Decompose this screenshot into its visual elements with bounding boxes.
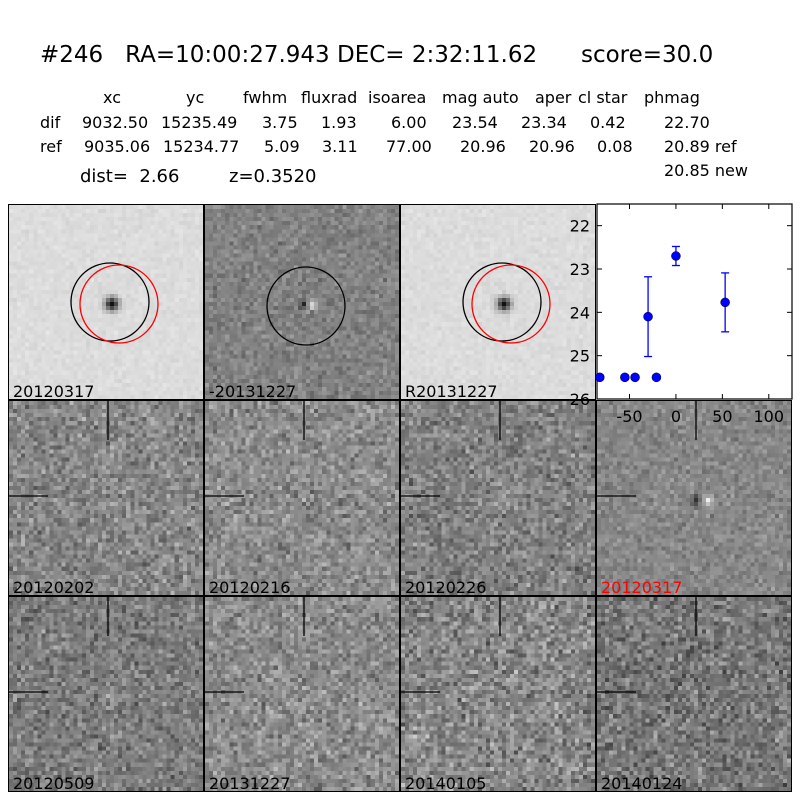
detection-circle — [79, 264, 159, 344]
data-point — [620, 372, 630, 383]
table-cell: 15235.49 — [161, 113, 238, 132]
y-tick-label: 23 — [570, 260, 590, 279]
reference-circle — [266, 266, 346, 346]
x-tick-label: 100 — [754, 407, 785, 426]
data-point — [630, 372, 640, 383]
column-header: mag auto — [442, 88, 519, 107]
table-cell: 20.96 — [529, 137, 575, 156]
cutout-date-label: 20120509 — [13, 774, 95, 792]
column-header: cl star — [578, 88, 628, 107]
y-tick-label: 24 — [570, 303, 590, 322]
cutout-panel: -20131227 — [204, 204, 400, 400]
column-header: fluxrad — [301, 88, 358, 107]
redshift-value: z=0.3520 — [229, 166, 317, 187]
cutout-image — [9, 205, 203, 399]
cutout-date-label: 20131227 — [209, 774, 291, 792]
table-cell: 15234.77 — [163, 137, 240, 156]
cutout-date-label: 20120317 — [13, 382, 95, 400]
table-cell: 77.00 — [386, 137, 432, 156]
cutout-panel: 20120509 — [8, 596, 204, 792]
cutout-image — [401, 205, 595, 399]
detection-circle — [471, 264, 551, 344]
table-cell: 1.93 — [321, 113, 357, 132]
phmag-new: 20.85 new — [664, 161, 748, 180]
row-label: dif — [40, 113, 61, 132]
cutout-image — [401, 597, 595, 791]
cutout-panel: 20131227 — [204, 596, 400, 792]
x-tick-label: 50 — [712, 407, 732, 426]
cutout-image — [9, 401, 203, 595]
x-tick-label: 0 — [671, 407, 681, 426]
data-point — [720, 297, 730, 308]
cutout-panel: 20120226 — [400, 400, 596, 596]
table-cell: 9035.06 — [84, 137, 151, 156]
cutout-date-label: 20140105 — [405, 774, 487, 792]
cutout-image — [9, 597, 203, 791]
cutout-image — [401, 401, 595, 595]
y-tick-label: 22 — [570, 217, 590, 236]
row-label: ref — [40, 137, 62, 156]
x-tick-label: -50 — [616, 407, 642, 426]
plot-area — [596, 203, 793, 400]
cutout-panel: R20131227 — [400, 204, 596, 400]
cutout-image — [205, 401, 399, 595]
data-point — [671, 251, 681, 261]
y-tick-label: 26 — [570, 390, 590, 409]
cutout-date-label: 20120226 — [405, 578, 487, 596]
cutout-image — [597, 401, 791, 595]
table-cell: 9032.50 — [82, 113, 149, 132]
table-cell: 0.08 — [597, 137, 633, 156]
cutout-date-label: R20131227 — [405, 382, 498, 400]
reference-circle — [462, 262, 542, 342]
column-header: aper — [535, 88, 572, 107]
cutout-date-label: 20120216 — [209, 578, 291, 596]
column-header: yc — [186, 88, 205, 107]
column-header: phmag — [644, 88, 700, 107]
table-cell: 3.11 — [322, 137, 358, 156]
table-cell: 23.34 — [521, 113, 567, 132]
data-point — [651, 372, 662, 383]
table-cell: 22.70 — [664, 113, 710, 132]
table-cell: 23.54 — [452, 113, 498, 132]
cutout-image — [205, 597, 399, 791]
reference-circle — [70, 262, 150, 342]
data-point — [595, 372, 605, 383]
cutout-image — [205, 205, 399, 399]
dist-value: dist= 2.66 — [80, 166, 180, 187]
light-curve-chart: 22 23 24 25 26 -50 0 50 100 — [570, 203, 793, 426]
column-header: isoarea — [368, 88, 427, 107]
column-header: fwhm — [243, 88, 288, 107]
cutout-panel: 20120317 — [8, 204, 204, 400]
table-cell: 0.42 — [590, 113, 626, 132]
table-cell: 3.75 — [262, 113, 298, 132]
table-cell: 20.89 ref — [664, 137, 737, 156]
cutout-panel: 20120216 — [204, 400, 400, 596]
candidate-title: #246 RA=10:00:27.943 DEC= 2:32:11.62 sco… — [40, 42, 714, 68]
cutout-panel: 20120317 — [596, 400, 792, 596]
data-point — [643, 311, 653, 322]
cutout-panel: 20120202 — [8, 400, 204, 596]
cutout-date-label: -20131227 — [209, 382, 297, 400]
y-tick-label: 25 — [570, 347, 590, 366]
cutout-image — [597, 597, 791, 791]
cutout-date-label: 20120202 — [13, 578, 95, 596]
column-header: xc — [103, 88, 121, 107]
cutout-date-label: 20120317 — [601, 578, 683, 596]
cutout-panel: 20140124 — [596, 596, 792, 792]
table-cell: 20.96 — [460, 137, 506, 156]
cutout-date-label: 20140124 — [601, 774, 683, 792]
cutout-panel: 20140105 — [400, 596, 596, 792]
table-cell: 6.00 — [391, 113, 427, 132]
table-cell: 5.09 — [264, 137, 300, 156]
